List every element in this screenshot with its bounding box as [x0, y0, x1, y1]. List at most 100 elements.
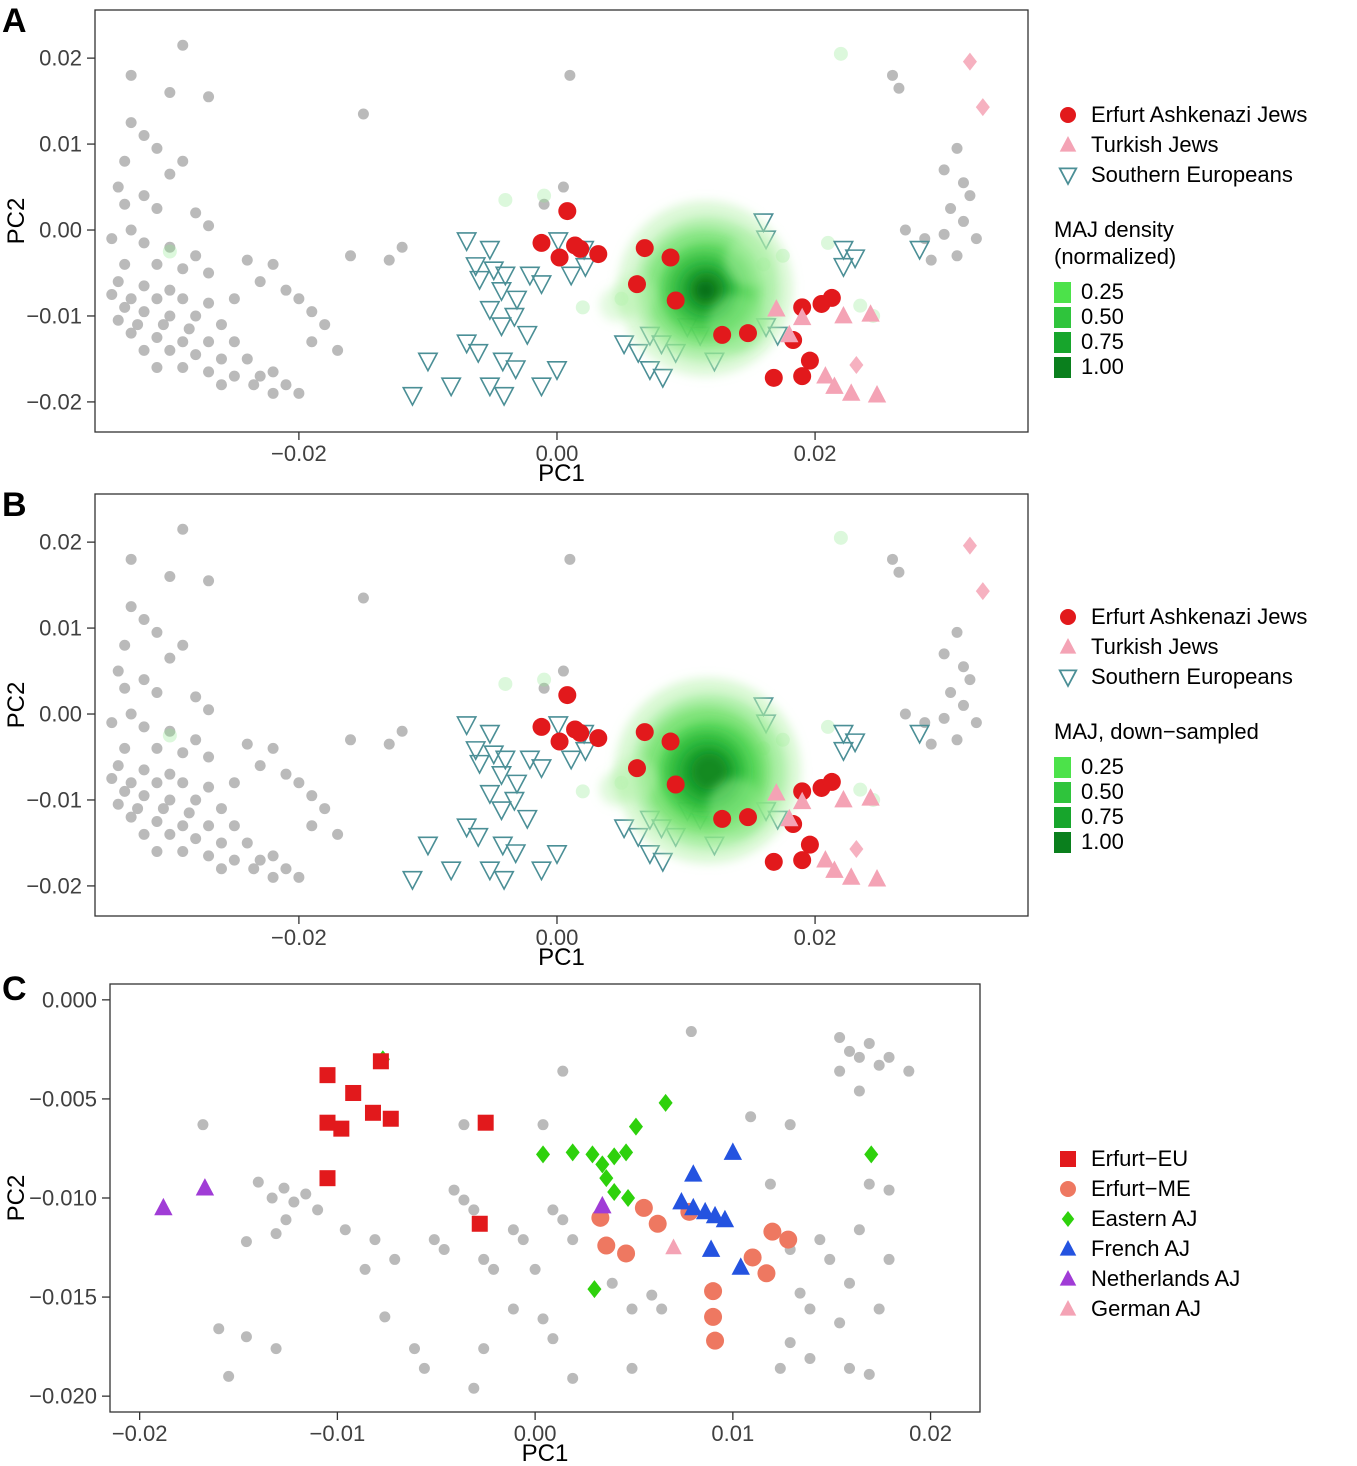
x-tick-label: −0.01: [310, 1421, 366, 1446]
legend-item: Southern Europeans: [1054, 160, 1357, 190]
data-point: [177, 846, 189, 858]
data-point: [964, 674, 976, 686]
data-point: [270, 1343, 282, 1355]
data-point: [834, 1065, 846, 1077]
data-point: [151, 331, 163, 343]
data-point: [1059, 1300, 1077, 1316]
data-point: [938, 648, 950, 660]
legend-item: Erfurt−EU: [1054, 1144, 1357, 1174]
data-point: [833, 530, 848, 545]
data-point: [215, 319, 227, 331]
data-point: [558, 202, 577, 221]
circle-legend-icon: [1060, 107, 1076, 123]
data-point: [635, 239, 654, 258]
data-point: [530, 861, 553, 882]
data-point: [288, 1196, 300, 1208]
data-point: [190, 349, 202, 361]
y-tick-label: 0.00: [39, 218, 82, 243]
legend-item: Eastern AJ: [1054, 1204, 1357, 1234]
data-point: [119, 155, 131, 167]
x-tick-label: −0.02: [271, 925, 327, 950]
data-point: [764, 368, 783, 387]
data-point: [757, 1264, 776, 1283]
data-point: [975, 582, 990, 601]
legend-label: Erfurt Ashkenazi Jews: [1091, 102, 1308, 127]
data-point: [529, 1263, 541, 1275]
data-point: [494, 750, 516, 771]
data-point: [792, 307, 812, 326]
triangle-up-legend-icon: [1059, 136, 1077, 152]
data-point: [767, 783, 786, 801]
data-point: [774, 1362, 786, 1374]
legend-label: Southern Europeans: [1091, 162, 1293, 187]
density-swatch: [1054, 781, 1071, 803]
data-point: [861, 304, 880, 322]
data-point: [203, 850, 215, 862]
data-point: [215, 863, 227, 875]
data-point: [467, 827, 489, 848]
data-point: [564, 553, 576, 565]
pca-plot-c: −0.02 −0.01 0.00 0.01 0.02 0.000 −0.005 −0.010 −…: [0, 968, 1030, 1466]
data-point: [849, 839, 864, 858]
data-point: [490, 317, 513, 338]
legend-item: Turkish Jews: [1054, 130, 1357, 160]
data-point: [909, 724, 931, 745]
data-point: [764, 852, 783, 871]
data-point: [800, 351, 819, 370]
data-point: [658, 1093, 673, 1112]
data-point: [705, 1205, 725, 1224]
data-point: [478, 1253, 490, 1265]
data-point: [558, 686, 577, 705]
data-point: [138, 306, 150, 318]
data-point: [119, 301, 131, 313]
data-point: [863, 1037, 875, 1049]
data-point: [190, 310, 202, 322]
legend-label: Southern Europeans: [1091, 664, 1293, 689]
triangle-up-legend-icon: [1059, 1240, 1077, 1256]
data-point: [1060, 107, 1076, 123]
density-legend-entry: 0.75: [1054, 805, 1357, 829]
data-point: [599, 1169, 614, 1188]
data-point: [345, 1084, 362, 1101]
data-point: [151, 846, 163, 858]
data-point: [333, 1120, 350, 1137]
data-point: [834, 1032, 846, 1043]
data-point: [557, 1065, 569, 1077]
data-point: [417, 836, 439, 857]
series-german-aj: [665, 1238, 682, 1255]
data-point: [132, 319, 144, 331]
series-maj-density: [599, 200, 794, 377]
data-point: [379, 1311, 391, 1323]
data-point: [816, 850, 835, 868]
data-point: [183, 323, 195, 335]
data-point: [389, 1253, 401, 1265]
data-point: [493, 386, 515, 407]
data-point: [557, 1214, 569, 1226]
data-point: [151, 362, 163, 374]
data-point: [560, 266, 582, 287]
data-point: [164, 768, 176, 780]
data-point: [849, 355, 864, 374]
data-point: [1060, 1151, 1076, 1167]
data-point: [213, 1323, 225, 1335]
data-point: [1058, 669, 1078, 688]
x-tick-label: 0.02: [909, 1421, 952, 1446]
data-point: [151, 258, 163, 270]
data-point: [190, 794, 202, 806]
data-point: [112, 276, 124, 288]
density-value: 0.50: [1081, 779, 1124, 804]
data-point: [547, 716, 569, 737]
data-point: [306, 306, 318, 318]
data-point: [822, 288, 841, 307]
data-point: [589, 729, 608, 748]
data-point: [574, 257, 596, 278]
x-tick-label: −0.02: [112, 1421, 168, 1446]
data-point: [267, 366, 279, 378]
data-point: [151, 687, 163, 699]
data-point: [639, 845, 661, 865]
density-value: 1.00: [1081, 829, 1124, 854]
data-point: [824, 1253, 836, 1265]
data-point: [215, 379, 227, 391]
x-tick-label: 0.00: [536, 925, 579, 950]
data-point: [465, 257, 487, 277]
